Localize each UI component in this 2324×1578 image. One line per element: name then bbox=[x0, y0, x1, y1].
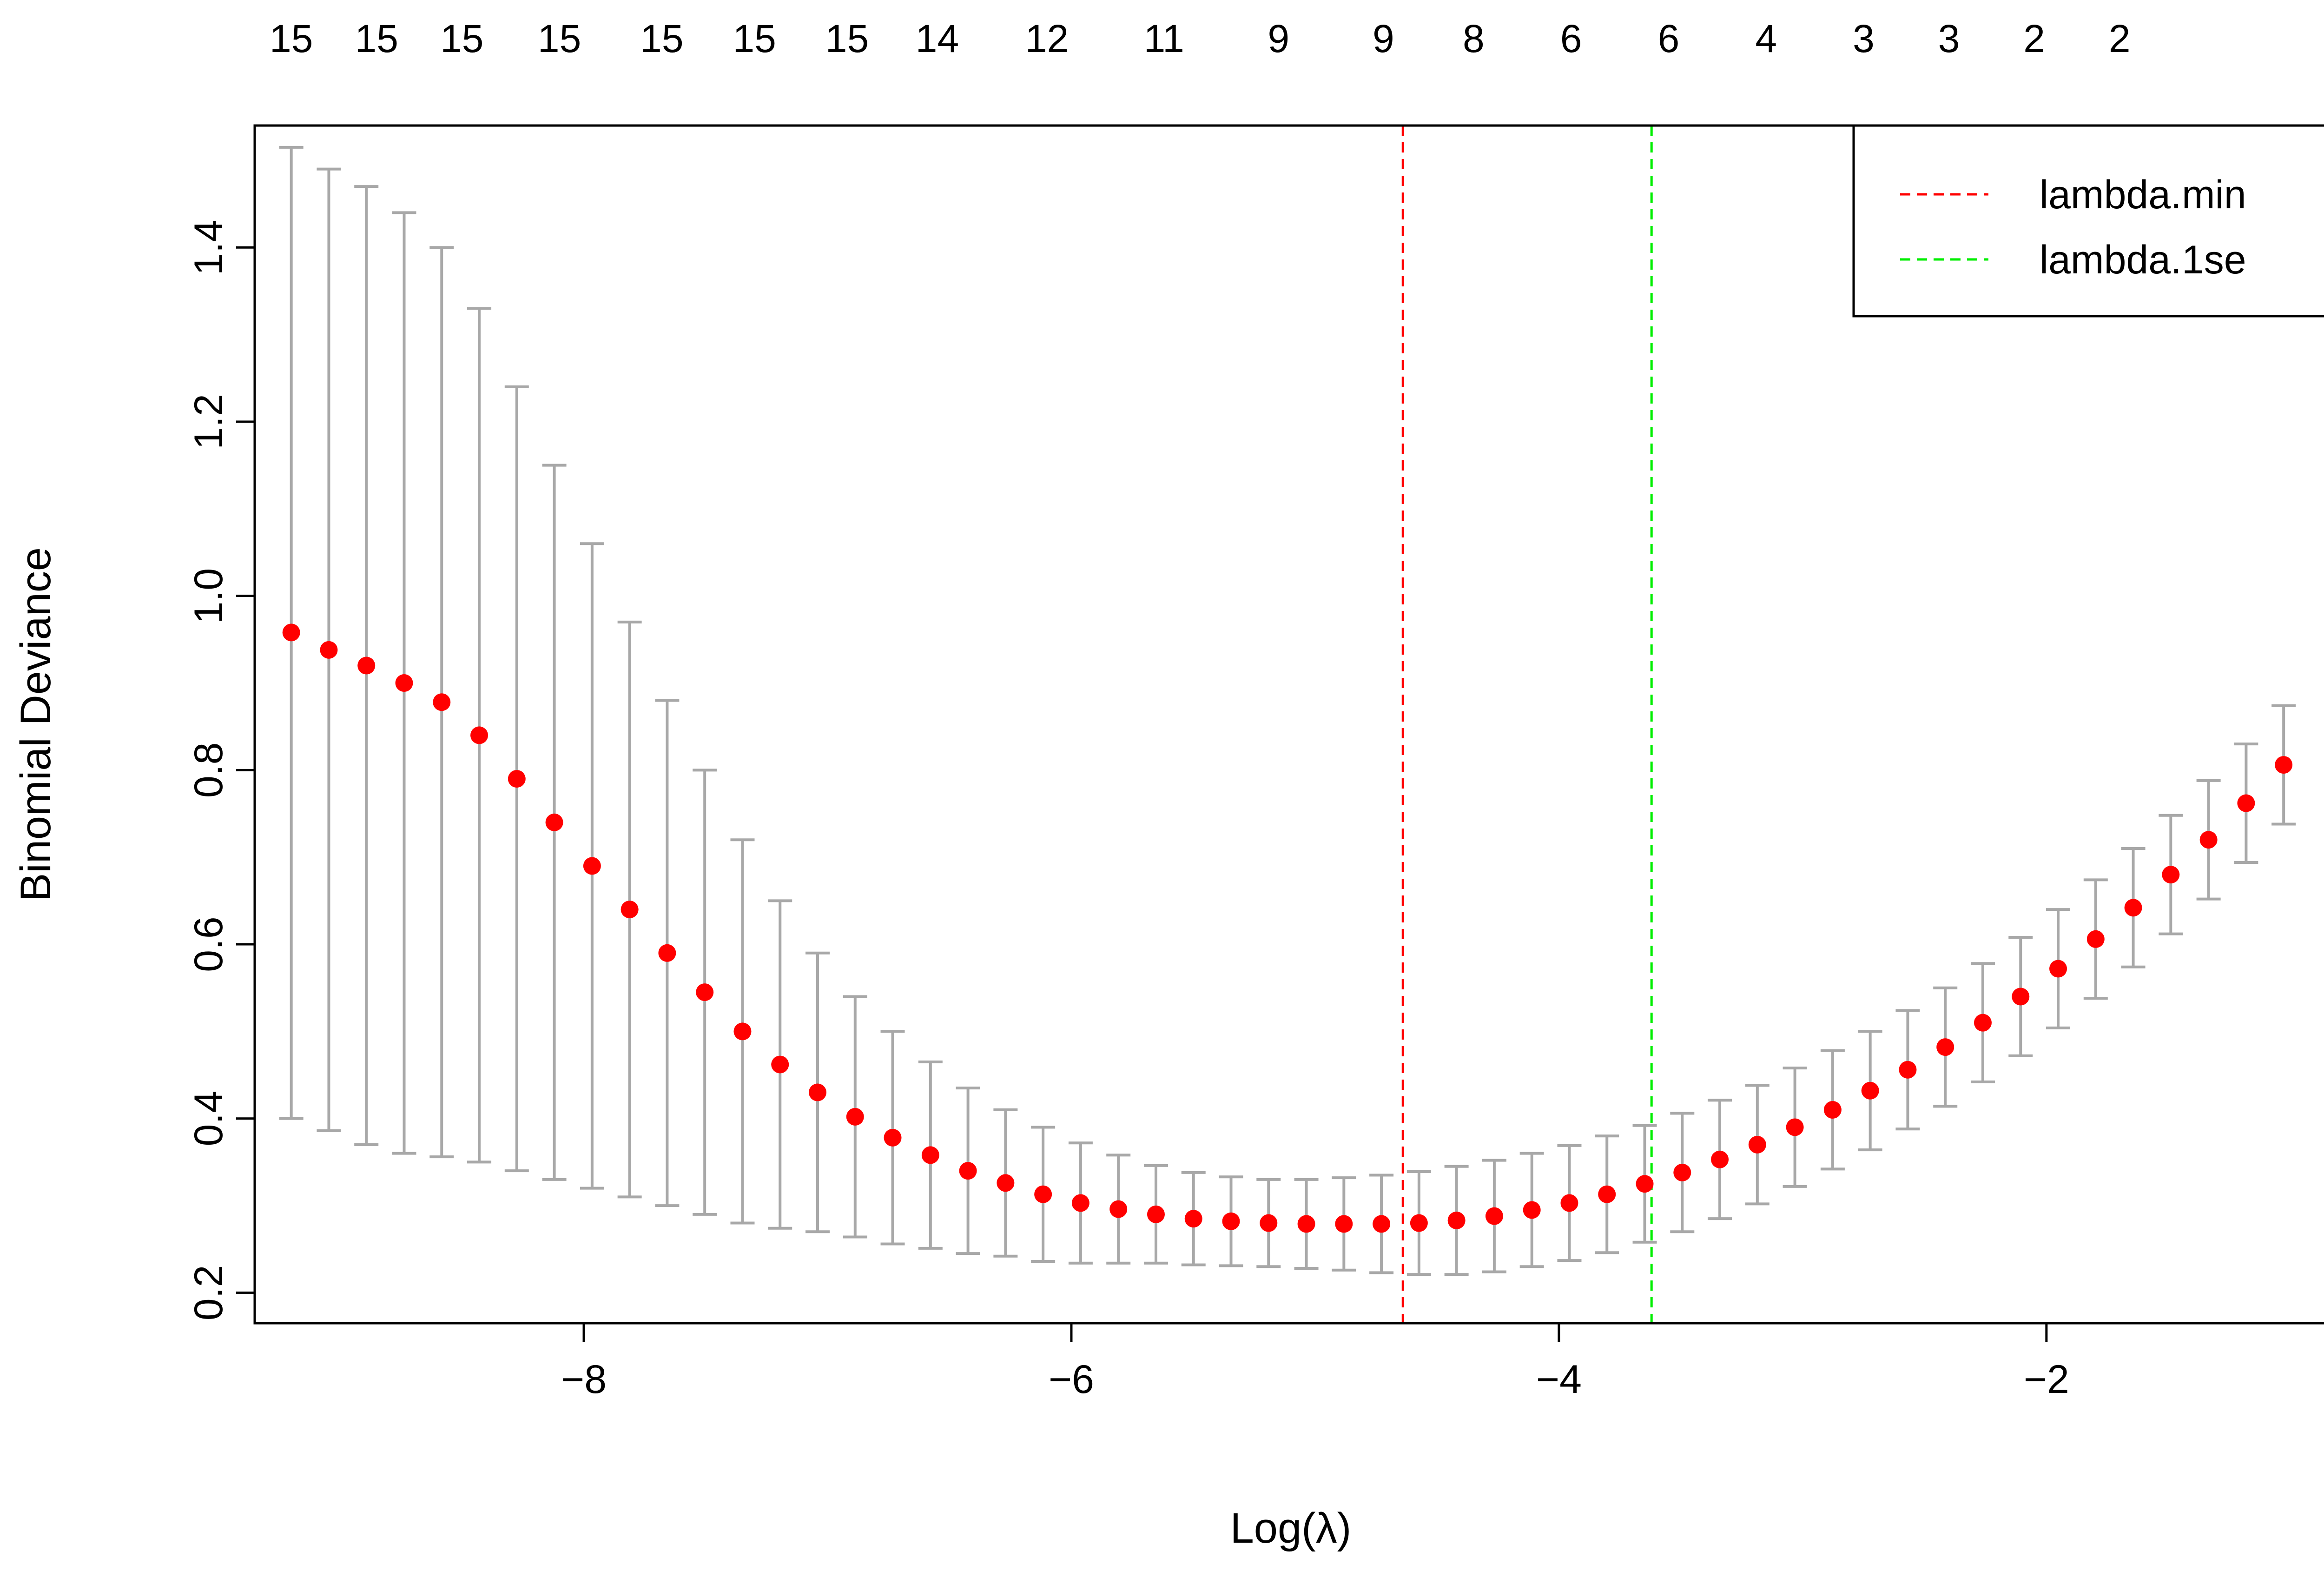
data-point bbox=[1071, 1194, 1089, 1212]
y-tick-label: 0.6 bbox=[186, 916, 231, 972]
data-point bbox=[2086, 930, 2105, 948]
data-point bbox=[1598, 1185, 1616, 1203]
top-axis-label: 15 bbox=[825, 17, 869, 60]
data-point bbox=[2162, 866, 2180, 884]
data-point bbox=[2275, 756, 2293, 774]
top-axis-label: 9 bbox=[1373, 17, 1394, 60]
data-point bbox=[1899, 1061, 1917, 1079]
legend-lambda-1se-label: lambda.1se bbox=[2040, 238, 2246, 282]
data-point bbox=[997, 1174, 1015, 1192]
data-point bbox=[1447, 1211, 1466, 1229]
data-point bbox=[1636, 1175, 1654, 1193]
data-point bbox=[2199, 831, 2218, 849]
data-point bbox=[733, 1022, 752, 1041]
top-axis-label: 15 bbox=[270, 17, 313, 60]
x-axis: −8 −6 −4 −2 bbox=[561, 1323, 2069, 1402]
y-tick-label: 0.4 bbox=[186, 1091, 231, 1147]
data-point bbox=[320, 641, 338, 659]
x-tick-label: −8 bbox=[561, 1357, 607, 1402]
top-axis-label: 3 bbox=[1938, 17, 1960, 60]
y-tick-label: 1.0 bbox=[186, 568, 231, 624]
data-point bbox=[357, 656, 376, 675]
data-point bbox=[1034, 1185, 1052, 1203]
data-point bbox=[921, 1146, 939, 1164]
x-tick-label: −2 bbox=[2024, 1357, 2069, 1402]
top-axis-label: 15 bbox=[538, 17, 581, 60]
top-axis-label: 15 bbox=[733, 17, 776, 60]
data-point bbox=[1823, 1101, 1842, 1119]
data-point bbox=[1711, 1150, 1729, 1168]
x-axis-title: Log(λ) bbox=[1230, 1505, 1352, 1552]
data-point bbox=[846, 1107, 864, 1126]
top-axis-label: 8 bbox=[1463, 17, 1485, 60]
data-point bbox=[884, 1128, 902, 1147]
data-point bbox=[1297, 1215, 1315, 1233]
data-point bbox=[1184, 1210, 1202, 1228]
data-point bbox=[470, 726, 489, 744]
top-axis-label: 4 bbox=[1755, 17, 1777, 60]
x-tick-label: −4 bbox=[1536, 1357, 1582, 1402]
data-point bbox=[2124, 899, 2142, 917]
data-point bbox=[1786, 1118, 1804, 1136]
data-point bbox=[959, 1162, 977, 1180]
data-point bbox=[1222, 1212, 1240, 1230]
data-point bbox=[1748, 1135, 1766, 1154]
top-axis-label: 3 bbox=[1853, 17, 1875, 60]
data-point bbox=[696, 983, 714, 1001]
points-group bbox=[282, 623, 2293, 1233]
data-point bbox=[1373, 1215, 1391, 1233]
data-point bbox=[395, 674, 413, 692]
top-axis-label: 14 bbox=[916, 17, 959, 60]
top-axis-label: 11 bbox=[1144, 17, 1184, 60]
data-point bbox=[621, 901, 639, 919]
data-point bbox=[1974, 1014, 1992, 1032]
data-point bbox=[1560, 1194, 1578, 1212]
top-axis-label: 15 bbox=[355, 17, 398, 60]
legend-lambda-min-label: lambda.min bbox=[2040, 172, 2246, 217]
data-point bbox=[1260, 1214, 1278, 1232]
y-axis-title: Binomial Deviance bbox=[12, 547, 59, 902]
data-point bbox=[809, 1083, 827, 1101]
y-axis: 0.2 0.4 0.6 0.8 1.0 1.2 1.4 bbox=[186, 220, 255, 1321]
y-tick-label: 1.4 bbox=[186, 220, 231, 276]
data-point bbox=[1523, 1201, 1541, 1219]
data-point bbox=[1147, 1205, 1165, 1223]
y-tick-label: 1.2 bbox=[186, 394, 231, 450]
top-axis-label: 6 bbox=[1560, 17, 1582, 60]
data-point bbox=[545, 813, 563, 831]
top-axis-label: 12 bbox=[1025, 17, 1069, 60]
top-axis-label: 9 bbox=[1268, 17, 1289, 60]
data-point bbox=[2237, 794, 2255, 812]
data-point bbox=[508, 770, 526, 788]
data-point bbox=[1936, 1038, 1954, 1056]
data-point bbox=[1335, 1215, 1353, 1233]
data-point bbox=[433, 693, 451, 711]
data-point bbox=[1485, 1207, 1503, 1225]
data-point bbox=[1861, 1081, 1879, 1100]
data-point bbox=[2012, 988, 2030, 1006]
top-axis-label: 15 bbox=[440, 17, 483, 60]
legend: lambda.min lambda.1se bbox=[1852, 124, 2324, 318]
top-axis-label: 6 bbox=[1658, 17, 1680, 60]
data-point bbox=[2049, 960, 2067, 978]
y-tick-label: 0.2 bbox=[186, 1265, 231, 1321]
plot-frame bbox=[253, 124, 2324, 1325]
y-tick-label: 0.8 bbox=[186, 743, 231, 798]
top-axis-labels: 15 15 15 15 15 15 15 14 12 11 9 9 8 6 6 4 3 3 2 2 bbox=[270, 17, 2131, 60]
data-point bbox=[771, 1055, 789, 1074]
legend-box bbox=[1852, 124, 2324, 318]
data-point bbox=[583, 857, 601, 875]
top-axis-label: 15 bbox=[640, 17, 683, 60]
data-point bbox=[1410, 1214, 1428, 1232]
data-point bbox=[1673, 1163, 1691, 1181]
top-axis-label: 2 bbox=[2109, 17, 2131, 60]
top-axis-label: 2 bbox=[2023, 17, 2045, 60]
data-point bbox=[658, 944, 676, 962]
x-tick-label: −6 bbox=[1049, 1357, 1094, 1402]
data-point bbox=[282, 623, 300, 642]
data-point bbox=[1109, 1200, 1128, 1218]
